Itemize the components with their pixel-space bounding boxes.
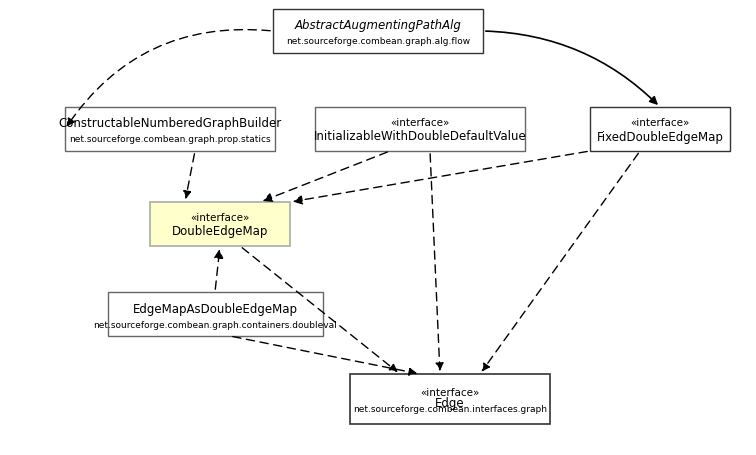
FancyArrowPatch shape bbox=[184, 154, 194, 198]
Text: ConstructableNumberedGraphBuilder: ConstructableNumberedGraphBuilder bbox=[58, 117, 282, 130]
Text: net.sourceforge.combean.graph.prop.statics: net.sourceforge.combean.graph.prop.stati… bbox=[70, 135, 271, 144]
Bar bbox=[273, 10, 483, 54]
Text: «interface»: «interface» bbox=[390, 118, 450, 128]
Text: «interface»: «interface» bbox=[191, 212, 249, 222]
Text: AbstractAugmentingPathAlg: AbstractAugmentingPathAlg bbox=[295, 20, 461, 32]
Bar bbox=[150, 202, 290, 247]
FancyArrowPatch shape bbox=[486, 32, 657, 105]
FancyArrowPatch shape bbox=[264, 153, 387, 202]
FancyArrowPatch shape bbox=[482, 154, 638, 371]
Text: net.sourceforge.combean.graph.alg.flow: net.sourceforge.combean.graph.alg.flow bbox=[286, 37, 470, 46]
FancyArrowPatch shape bbox=[233, 337, 416, 375]
FancyArrowPatch shape bbox=[294, 152, 587, 204]
Bar bbox=[590, 108, 730, 152]
FancyArrowPatch shape bbox=[215, 251, 222, 289]
Bar bbox=[65, 108, 275, 152]
Text: InitializableWithDoubleDefaultValue: InitializableWithDoubleDefaultValue bbox=[314, 130, 526, 143]
Text: «interface»: «interface» bbox=[420, 387, 480, 397]
Bar bbox=[315, 108, 525, 152]
Text: FixedDoubleEdgeMap: FixedDoubleEdgeMap bbox=[596, 130, 723, 143]
Bar bbox=[107, 293, 323, 336]
Text: DoubleEdgeMap: DoubleEdgeMap bbox=[172, 225, 268, 238]
FancyArrowPatch shape bbox=[242, 248, 397, 371]
Bar bbox=[350, 374, 550, 424]
Text: EdgeMapAsDoubleEdgeMap: EdgeMapAsDoubleEdgeMap bbox=[132, 302, 298, 315]
FancyArrowPatch shape bbox=[67, 30, 270, 126]
Text: net.sourceforge.combean.graph.containers.doubleval: net.sourceforge.combean.graph.containers… bbox=[93, 320, 337, 329]
Text: Edge: Edge bbox=[435, 396, 465, 409]
FancyArrowPatch shape bbox=[430, 154, 443, 370]
Text: net.sourceforge.combean.interfaces.graph: net.sourceforge.combean.interfaces.graph bbox=[353, 404, 547, 414]
Text: «interface»: «interface» bbox=[631, 118, 689, 128]
